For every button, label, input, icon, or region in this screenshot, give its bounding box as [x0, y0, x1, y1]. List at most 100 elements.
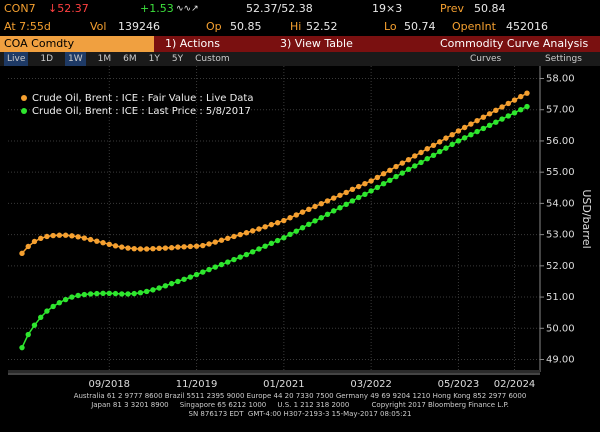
data-point — [318, 201, 324, 207]
range-button[interactable]: 1W — [65, 52, 86, 66]
data-point — [69, 233, 75, 239]
data-point — [443, 135, 449, 141]
range-button[interactable]: 6M — [123, 54, 137, 64]
data-point — [430, 142, 437, 149]
data-point — [62, 296, 69, 303]
data-point — [94, 290, 100, 297]
vol-label: Vol — [90, 20, 107, 33]
data-point — [393, 163, 399, 170]
legend-label: Crude Oil, Brent : ICE : Last Price : 5/… — [32, 106, 251, 117]
data-point — [200, 269, 206, 275]
data-point — [374, 184, 381, 191]
data-point — [412, 153, 418, 159]
range-button[interactable]: 1Y — [148, 54, 160, 64]
data-point — [162, 283, 169, 289]
data-point — [412, 163, 418, 169]
data-point — [200, 242, 206, 249]
data-point — [231, 256, 237, 263]
data-point — [87, 291, 94, 297]
high: 52.52 — [306, 20, 338, 33]
x-scroll-strip — [8, 370, 540, 373]
y-tick-label: 52.00 — [546, 261, 575, 272]
view-table[interactable]: 3) View Table — [280, 37, 353, 50]
data-point — [312, 218, 318, 224]
footer: Australia 61 2 9777 8600 Brazil 5511 239… — [0, 392, 600, 419]
data-point — [87, 236, 94, 243]
data-point — [268, 240, 275, 247]
data-point — [468, 121, 474, 127]
y-tick-label: 54.00 — [546, 198, 575, 209]
data-point — [237, 254, 243, 260]
function-name: Commodity Curve Analysis — [440, 37, 589, 50]
data-point — [380, 171, 387, 177]
data-point — [287, 215, 293, 221]
data-point — [368, 178, 374, 184]
data-point — [137, 289, 144, 296]
size: 19×3 — [372, 2, 403, 15]
data-point — [69, 294, 75, 300]
x-tick-label: 09/2018 — [89, 379, 131, 390]
data-point — [443, 145, 449, 151]
data-point — [106, 241, 112, 247]
y-tick-label: 49.00 — [546, 355, 575, 366]
settings-button[interactable]: Settings — [545, 54, 582, 64]
actions-menu[interactable]: 1) Actions — [165, 37, 220, 50]
data-point — [474, 117, 480, 124]
data-point — [399, 170, 406, 176]
data-point — [324, 198, 331, 204]
menu-bar: COA Comdty 1) Actions 3) View Table Comm… — [0, 36, 600, 52]
data-point — [175, 244, 181, 250]
data-point — [349, 198, 356, 204]
range-button[interactable]: 5Y — [171, 54, 184, 64]
data-point — [362, 191, 368, 198]
data-point — [318, 215, 324, 221]
x-tick-label: 01/2021 — [263, 379, 305, 390]
y-tick-label: 51.00 — [546, 292, 575, 303]
data-point — [293, 228, 300, 234]
data-point — [486, 111, 493, 117]
data-point — [437, 148, 443, 155]
data-point — [293, 212, 300, 218]
data-point — [218, 261, 225, 268]
series-line — [21, 105, 528, 348]
data-point — [119, 291, 125, 297]
data-point — [237, 231, 243, 238]
range-button[interactable]: 1D — [40, 54, 54, 64]
quote-row: CON7 ↓52.37 +1.53 ∿∿↗ 52.37/52.38 19×3 P… — [0, 0, 600, 18]
data-point — [150, 245, 156, 252]
data-point — [243, 251, 250, 258]
range-button[interactable]: 1M — [97, 54, 112, 64]
data-point — [424, 146, 430, 152]
data-point — [206, 241, 212, 247]
data-point — [518, 93, 524, 100]
data-point — [424, 156, 430, 162]
data-point — [131, 245, 137, 252]
data-point — [56, 299, 63, 306]
change: +1.53 — [140, 2, 174, 15]
data-point — [511, 110, 518, 116]
data-point — [306, 206, 312, 213]
y-tick-label: 53.00 — [546, 230, 575, 241]
y-tick-label: 57.00 — [546, 105, 575, 116]
legend-label: Crude Oil, Brent : ICE : Fair Value : Li… — [32, 93, 253, 104]
data-point — [299, 225, 306, 231]
data-point — [243, 230, 250, 236]
range-button[interactable]: Live — [4, 52, 29, 66]
data-point — [168, 280, 175, 287]
prev: 50.84 — [474, 2, 506, 15]
data-point — [38, 235, 44, 242]
data-point — [430, 152, 437, 159]
data-point — [262, 243, 268, 249]
range-button[interactable]: Custom — [195, 54, 230, 64]
data-point — [249, 249, 256, 255]
data-point — [175, 278, 181, 285]
data-point — [524, 90, 530, 96]
security[interactable]: COA Comdty — [0, 36, 154, 52]
data-point — [312, 203, 318, 210]
data-point — [225, 235, 231, 242]
curves-button[interactable]: Curves — [470, 54, 502, 64]
data-point — [299, 209, 306, 215]
data-point — [368, 188, 374, 194]
data-point — [468, 131, 474, 138]
